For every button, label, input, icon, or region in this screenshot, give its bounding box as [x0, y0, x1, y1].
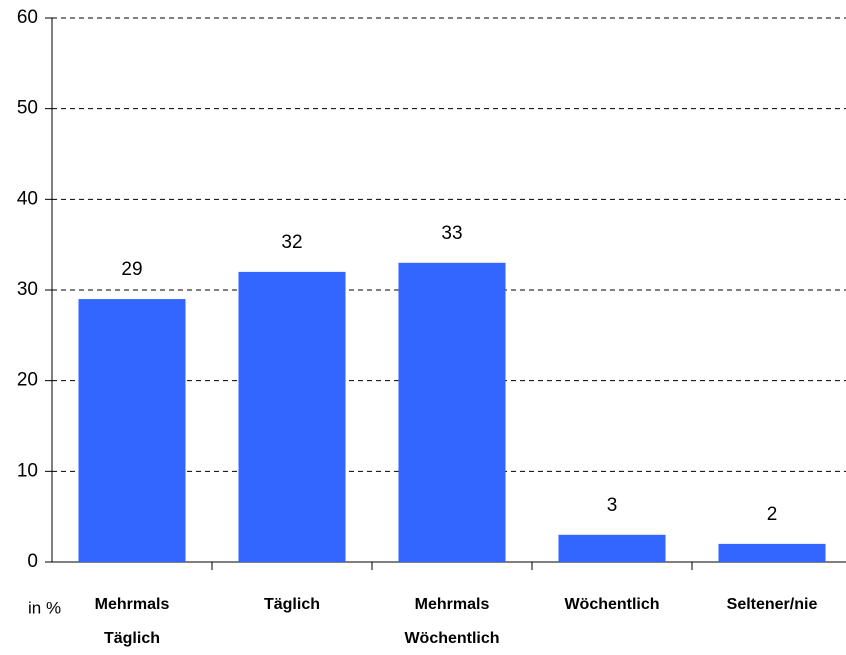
y-tick-label: 50 — [17, 98, 38, 119]
value-label: 33 — [441, 223, 462, 244]
bar — [78, 299, 186, 562]
x-tick-label: Mehrmals — [95, 596, 170, 613]
value-label: 32 — [281, 232, 302, 253]
y-tick-label: 40 — [17, 188, 38, 209]
value-label: 3 — [607, 495, 618, 516]
value-label: 29 — [121, 259, 142, 280]
bar — [238, 271, 346, 562]
x-tick-label: Seltener/nie — [727, 596, 818, 613]
x-tick-label: Mehrmals — [415, 596, 490, 613]
y-tick-label: 60 — [17, 7, 38, 28]
x-tick-label: Täglich — [264, 596, 320, 613]
y-tick-label: 30 — [17, 279, 38, 300]
y-tick-label: 10 — [17, 460, 38, 481]
y-tick-label: 20 — [17, 370, 38, 391]
x-tick-label: Wöchentlich — [404, 630, 499, 647]
bar — [398, 262, 506, 562]
bar — [558, 534, 666, 562]
bar — [718, 543, 826, 562]
y-tick-label: 0 — [27, 551, 38, 572]
x-tick-label: Wöchentlich — [564, 596, 659, 613]
x-tick-label: Täglich — [104, 630, 160, 647]
value-label: 2 — [767, 504, 778, 525]
y-axis-label: in % — [28, 598, 61, 617]
